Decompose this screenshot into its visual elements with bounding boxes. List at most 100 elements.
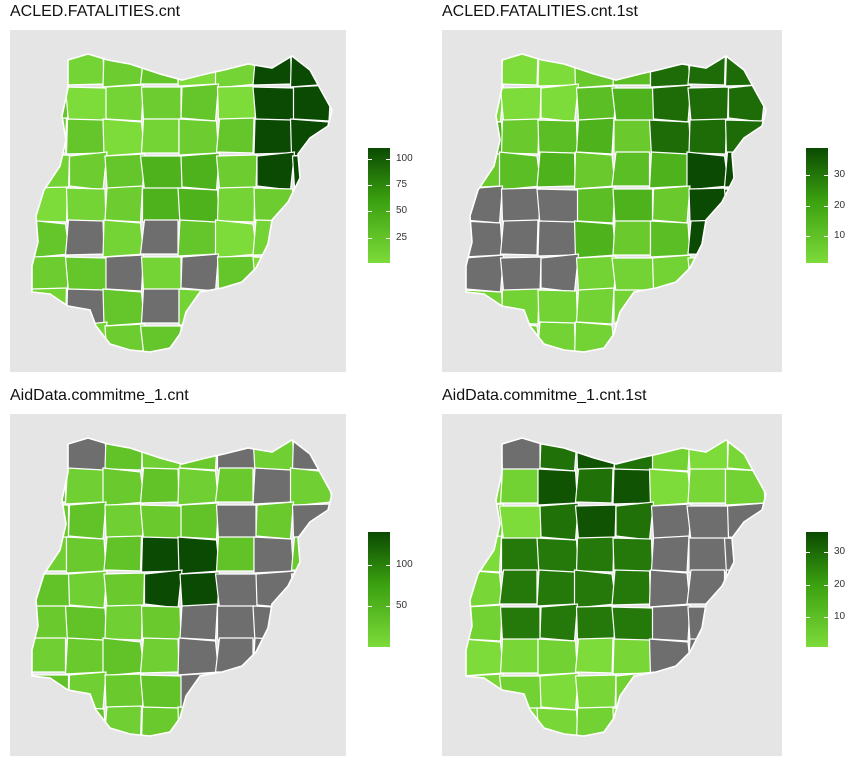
state-region: [686, 505, 730, 541]
state-region: [32, 154, 71, 191]
state-region: [67, 570, 108, 609]
state-region: [180, 253, 220, 292]
state-region: [500, 187, 541, 224]
state-region: [499, 606, 541, 642]
state-region: [651, 604, 691, 642]
state-region: [575, 287, 615, 325]
legend-color-bar: [806, 532, 828, 647]
state-region: [140, 288, 180, 324]
state-region: [104, 604, 144, 641]
state-region: [215, 287, 255, 324]
state-region: [724, 54, 765, 87]
legend-tick-mark: [386, 211, 390, 213]
state-region: [214, 54, 258, 89]
state-region: [612, 188, 654, 224]
state-region: [536, 321, 577, 352]
state-region: [253, 118, 294, 155]
state-region: [290, 572, 332, 609]
state-region: [615, 501, 655, 541]
state-region: [648, 119, 692, 157]
state-region: [64, 467, 106, 505]
state-region: [140, 256, 182, 292]
state-region: [177, 536, 221, 575]
state-region: [498, 321, 542, 352]
state-region: [252, 86, 296, 123]
state-region: [539, 438, 579, 472]
state-region: [64, 86, 108, 123]
state-region: [103, 572, 146, 609]
state-region: [64, 605, 108, 643]
legend-tick-label: 20: [834, 199, 846, 211]
choropleth-map: [31, 53, 333, 353]
state-region: [575, 536, 615, 573]
state-region: [612, 468, 653, 505]
state-region: [612, 220, 652, 256]
state-region: [612, 638, 653, 675]
state-region: [177, 219, 219, 257]
map-area: [442, 414, 782, 756]
state-region: [102, 54, 145, 88]
legend-tick-label: 100: [396, 559, 413, 571]
legend-tick-mark: [806, 584, 810, 586]
state-region: [180, 502, 220, 540]
state-region: [215, 154, 258, 191]
state-region: [536, 569, 578, 607]
state-region: [466, 673, 505, 711]
panel-title: ACLED.FATALITIES.cnt: [10, 3, 181, 20]
state-region: [724, 468, 766, 506]
state-region: [686, 569, 726, 605]
color-legend: 50 100: [368, 532, 448, 672]
state-region: [104, 323, 146, 352]
state-region: [686, 675, 730, 711]
state-region: [32, 573, 71, 609]
state-region: [67, 501, 107, 540]
legend-tick-mark: [368, 565, 372, 567]
legend-tick-label: 30: [834, 545, 846, 557]
state-region: [252, 605, 296, 643]
panel-title: AidData.commitme_1.cnt.1st: [442, 387, 647, 404]
state-region: [65, 118, 106, 155]
state-region: [686, 151, 730, 191]
state-region: [724, 220, 765, 257]
legend-tick-mark: [806, 205, 810, 207]
state-region: [726, 603, 766, 642]
state-region: [104, 673, 145, 710]
state-region: [140, 605, 182, 642]
state-region: [573, 151, 616, 190]
state-region: [103, 705, 143, 736]
state-region: [32, 219, 71, 259]
state-region: [216, 85, 257, 122]
state-region: [180, 152, 221, 191]
state-region: [575, 255, 617, 293]
state-region: [216, 438, 256, 471]
state-region: [291, 438, 331, 471]
state-region: [178, 118, 220, 156]
state-region: [611, 321, 651, 352]
state-region: [291, 673, 332, 710]
state-region: [214, 467, 254, 503]
state-region: [143, 569, 183, 609]
state-region: [466, 254, 505, 293]
state-region: [540, 83, 580, 123]
state-region: [64, 219, 105, 256]
legend-tick-mark: [824, 617, 828, 619]
state-region: [179, 438, 219, 471]
state-region: [574, 674, 617, 711]
state-region: [177, 637, 220, 676]
state-region: [289, 637, 332, 677]
state-region: [139, 54, 179, 85]
state-region: [32, 324, 71, 352]
state-region: [68, 151, 108, 191]
legend-tick-mark: [806, 617, 810, 619]
state-region: [466, 84, 505, 123]
state-region: [139, 219, 179, 255]
state-region: [687, 219, 727, 256]
state-region: [611, 606, 655, 643]
state-region: [537, 289, 579, 326]
state-region: [466, 289, 505, 327]
state-region: [648, 321, 690, 352]
state-region: [102, 118, 146, 157]
state-region: [648, 289, 692, 327]
state-region: [32, 255, 70, 292]
state-region: [179, 571, 221, 609]
